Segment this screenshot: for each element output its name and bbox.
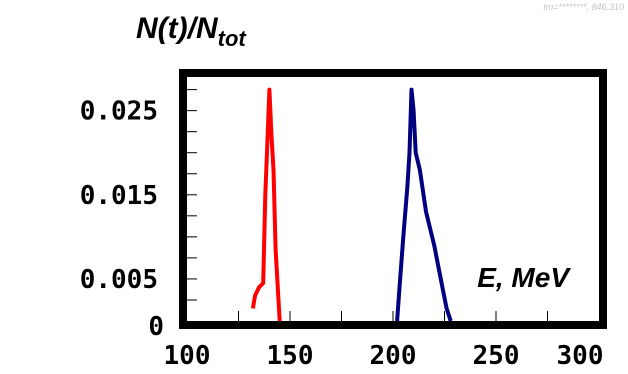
timestamp-stamp: tm=********, 846.310 — [543, 2, 624, 12]
minor-ticks — [187, 89, 548, 321]
y-tick-label: 0.015 — [80, 181, 158, 211]
y-axis-label-main: N(t)/N — [136, 12, 219, 45]
y-tick-labels: 0 0.005 0.015 0.025 — [80, 97, 164, 342]
series-line-2 — [395, 87, 453, 322]
x-axis-label: E, MeV — [477, 262, 571, 293]
x-tick-label: 150 — [267, 341, 314, 371]
x-tick-labels: 100 150 200 250 300 — [164, 341, 604, 371]
y-axis-label: N(t)/Ntot — [136, 12, 247, 51]
x-tick-label: 200 — [370, 341, 417, 371]
series-line-1 — [250, 87, 282, 322]
x-tick-label: 100 — [164, 341, 211, 371]
y-tick-label: 0 — [148, 312, 164, 342]
plot-frame — [179, 69, 607, 329]
y-axis-label-subscript: tot — [218, 26, 248, 51]
y-tick-label: 0.005 — [80, 265, 158, 295]
x-tick-label: 250 — [473, 341, 520, 371]
series-layer — [250, 87, 453, 322]
y-tick-label: 0.025 — [80, 97, 158, 127]
x-tick-label: 300 — [557, 341, 604, 371]
